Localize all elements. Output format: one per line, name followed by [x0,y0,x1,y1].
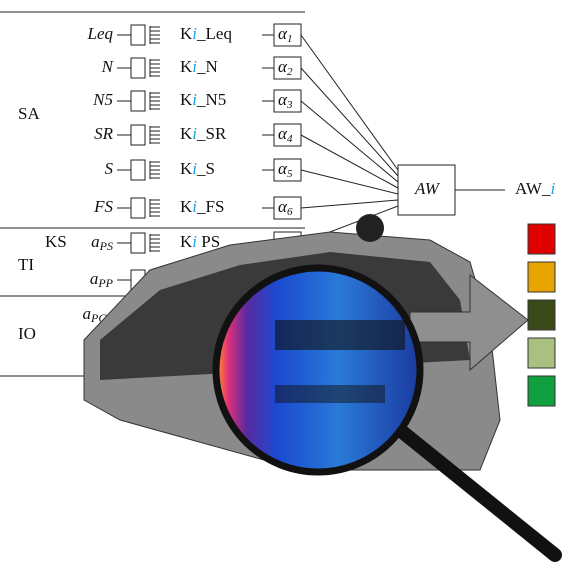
k: K [180,90,193,109]
output-index: i [550,179,555,198]
block [131,91,145,111]
alpha-sub: 2 [287,66,293,78]
variable-sub: PS [99,239,113,253]
alpha-sub: 5 [287,168,293,180]
k: K [180,24,193,43]
k: K [180,124,193,143]
k: K [180,197,193,216]
weight-line [301,35,398,170]
coefficient: Ki_Leq [180,24,232,43]
k: K [180,159,193,178]
variable: aPS [91,232,113,253]
alpha-sub: 3 [286,99,293,111]
coefficient: Ki_S [180,159,215,178]
variable-name: a [91,232,100,251]
group-label: TI [18,255,34,274]
k: K [180,232,193,251]
output-label: AW_i [515,179,555,198]
block [131,198,145,218]
group-label: SA [18,104,40,123]
alpha-sub: 4 [287,133,293,145]
variable-name: S [105,159,114,178]
coefficient: Ki PS [180,232,220,251]
group-label: IO [18,324,36,343]
weight-line [301,68,398,176]
spectrum-band [275,320,405,350]
block [131,25,145,45]
weight-line [301,170,398,194]
variable-name: N [101,57,115,76]
weight-line [301,101,398,182]
variable: N [101,57,115,76]
coefficient: Ki_N [180,57,218,76]
variable-name: a [83,304,92,323]
ks-label: KS [45,232,67,251]
output-text: AW_ [515,179,551,198]
k-suffix: _N [196,57,218,76]
variable: Leq [87,24,114,43]
variable-sub: PP [97,276,113,290]
k-suffix: PS [197,232,220,251]
tram-light [356,214,384,242]
variable-name: FS [93,197,113,216]
variable-name: N5 [92,90,113,109]
weight-line [301,200,398,208]
block [131,125,145,145]
coefficient: Ki_SR [180,124,227,143]
variable: N5 [92,90,113,109]
k-suffix: _SR [196,124,227,143]
variable-name: a [90,269,99,288]
spectrum-band [275,385,385,403]
k: K [180,57,193,76]
block [131,58,145,78]
coefficient: Ki_N5 [180,90,226,109]
level-indicator [528,224,555,406]
diagram: LeqKi_Leqα1NKi_Nα2N5Ki_N5α3SRKi_SRα4SKi_… [0,0,569,571]
coefficient: Ki_FS [180,197,224,216]
alpha-sub: 1 [287,33,293,45]
alpha-sub: 6 [287,206,293,218]
variable: aPP [90,269,114,290]
variable-name: SR [94,124,114,143]
variable-name: Leq [87,24,114,43]
variable: FS [93,197,113,216]
weight-line [301,135,398,188]
k-suffix: _Leq [196,24,232,43]
variable: S [105,159,114,178]
block [131,233,145,253]
variable: SR [94,124,114,143]
k-suffix: _N5 [196,90,226,109]
k-suffix: _S [196,159,215,178]
aw-label: AW [414,179,441,198]
block [131,160,145,180]
k-suffix: _FS [196,197,224,216]
magnifier [216,268,420,472]
